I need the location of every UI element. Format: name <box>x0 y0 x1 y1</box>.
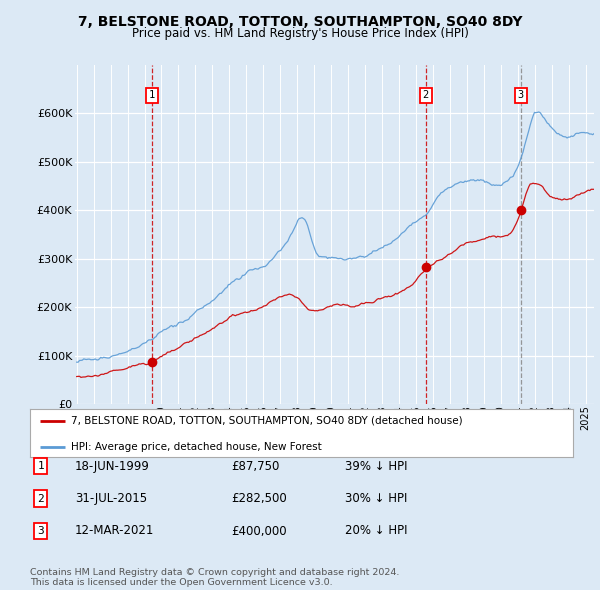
Text: 1: 1 <box>37 461 44 471</box>
Text: 1: 1 <box>149 90 155 100</box>
Text: Contains HM Land Registry data © Crown copyright and database right 2024.
This d: Contains HM Land Registry data © Crown c… <box>30 568 400 587</box>
Text: 3: 3 <box>37 526 44 536</box>
Text: 12-MAR-2021: 12-MAR-2021 <box>75 525 154 537</box>
Text: 2: 2 <box>37 494 44 503</box>
Text: 20% ↓ HPI: 20% ↓ HPI <box>345 525 407 537</box>
Text: £87,750: £87,750 <box>231 460 280 473</box>
Text: Price paid vs. HM Land Registry's House Price Index (HPI): Price paid vs. HM Land Registry's House … <box>131 27 469 40</box>
Text: 7, BELSTONE ROAD, TOTTON, SOUTHAMPTON, SO40 8DY: 7, BELSTONE ROAD, TOTTON, SOUTHAMPTON, S… <box>78 15 522 29</box>
Text: 18-JUN-1999: 18-JUN-1999 <box>75 460 150 473</box>
Text: HPI: Average price, detached house, New Forest: HPI: Average price, detached house, New … <box>71 441 322 451</box>
Text: 2: 2 <box>422 90 429 100</box>
Text: 30% ↓ HPI: 30% ↓ HPI <box>345 492 407 505</box>
Text: 39% ↓ HPI: 39% ↓ HPI <box>345 460 407 473</box>
Text: £282,500: £282,500 <box>231 492 287 505</box>
Text: £400,000: £400,000 <box>231 525 287 537</box>
Text: 3: 3 <box>518 90 524 100</box>
Text: 31-JUL-2015: 31-JUL-2015 <box>75 492 147 505</box>
Text: 7, BELSTONE ROAD, TOTTON, SOUTHAMPTON, SO40 8DY (detached house): 7, BELSTONE ROAD, TOTTON, SOUTHAMPTON, S… <box>71 416 463 426</box>
